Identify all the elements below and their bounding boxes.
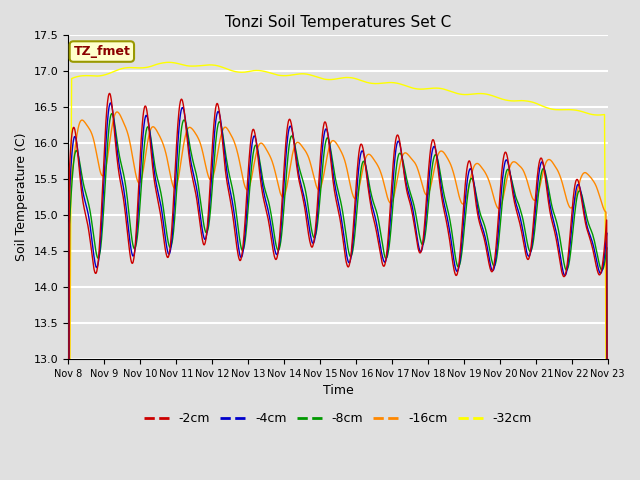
Legend: -2cm, -4cm, -8cm, -16cm, -32cm: -2cm, -4cm, -8cm, -16cm, -32cm — [139, 407, 537, 430]
Title: Tonzi Soil Temperatures Set C: Tonzi Soil Temperatures Set C — [225, 15, 451, 30]
X-axis label: Time: Time — [323, 384, 353, 397]
Text: TZ_fmet: TZ_fmet — [74, 45, 131, 58]
Y-axis label: Soil Temperature (C): Soil Temperature (C) — [15, 133, 28, 262]
